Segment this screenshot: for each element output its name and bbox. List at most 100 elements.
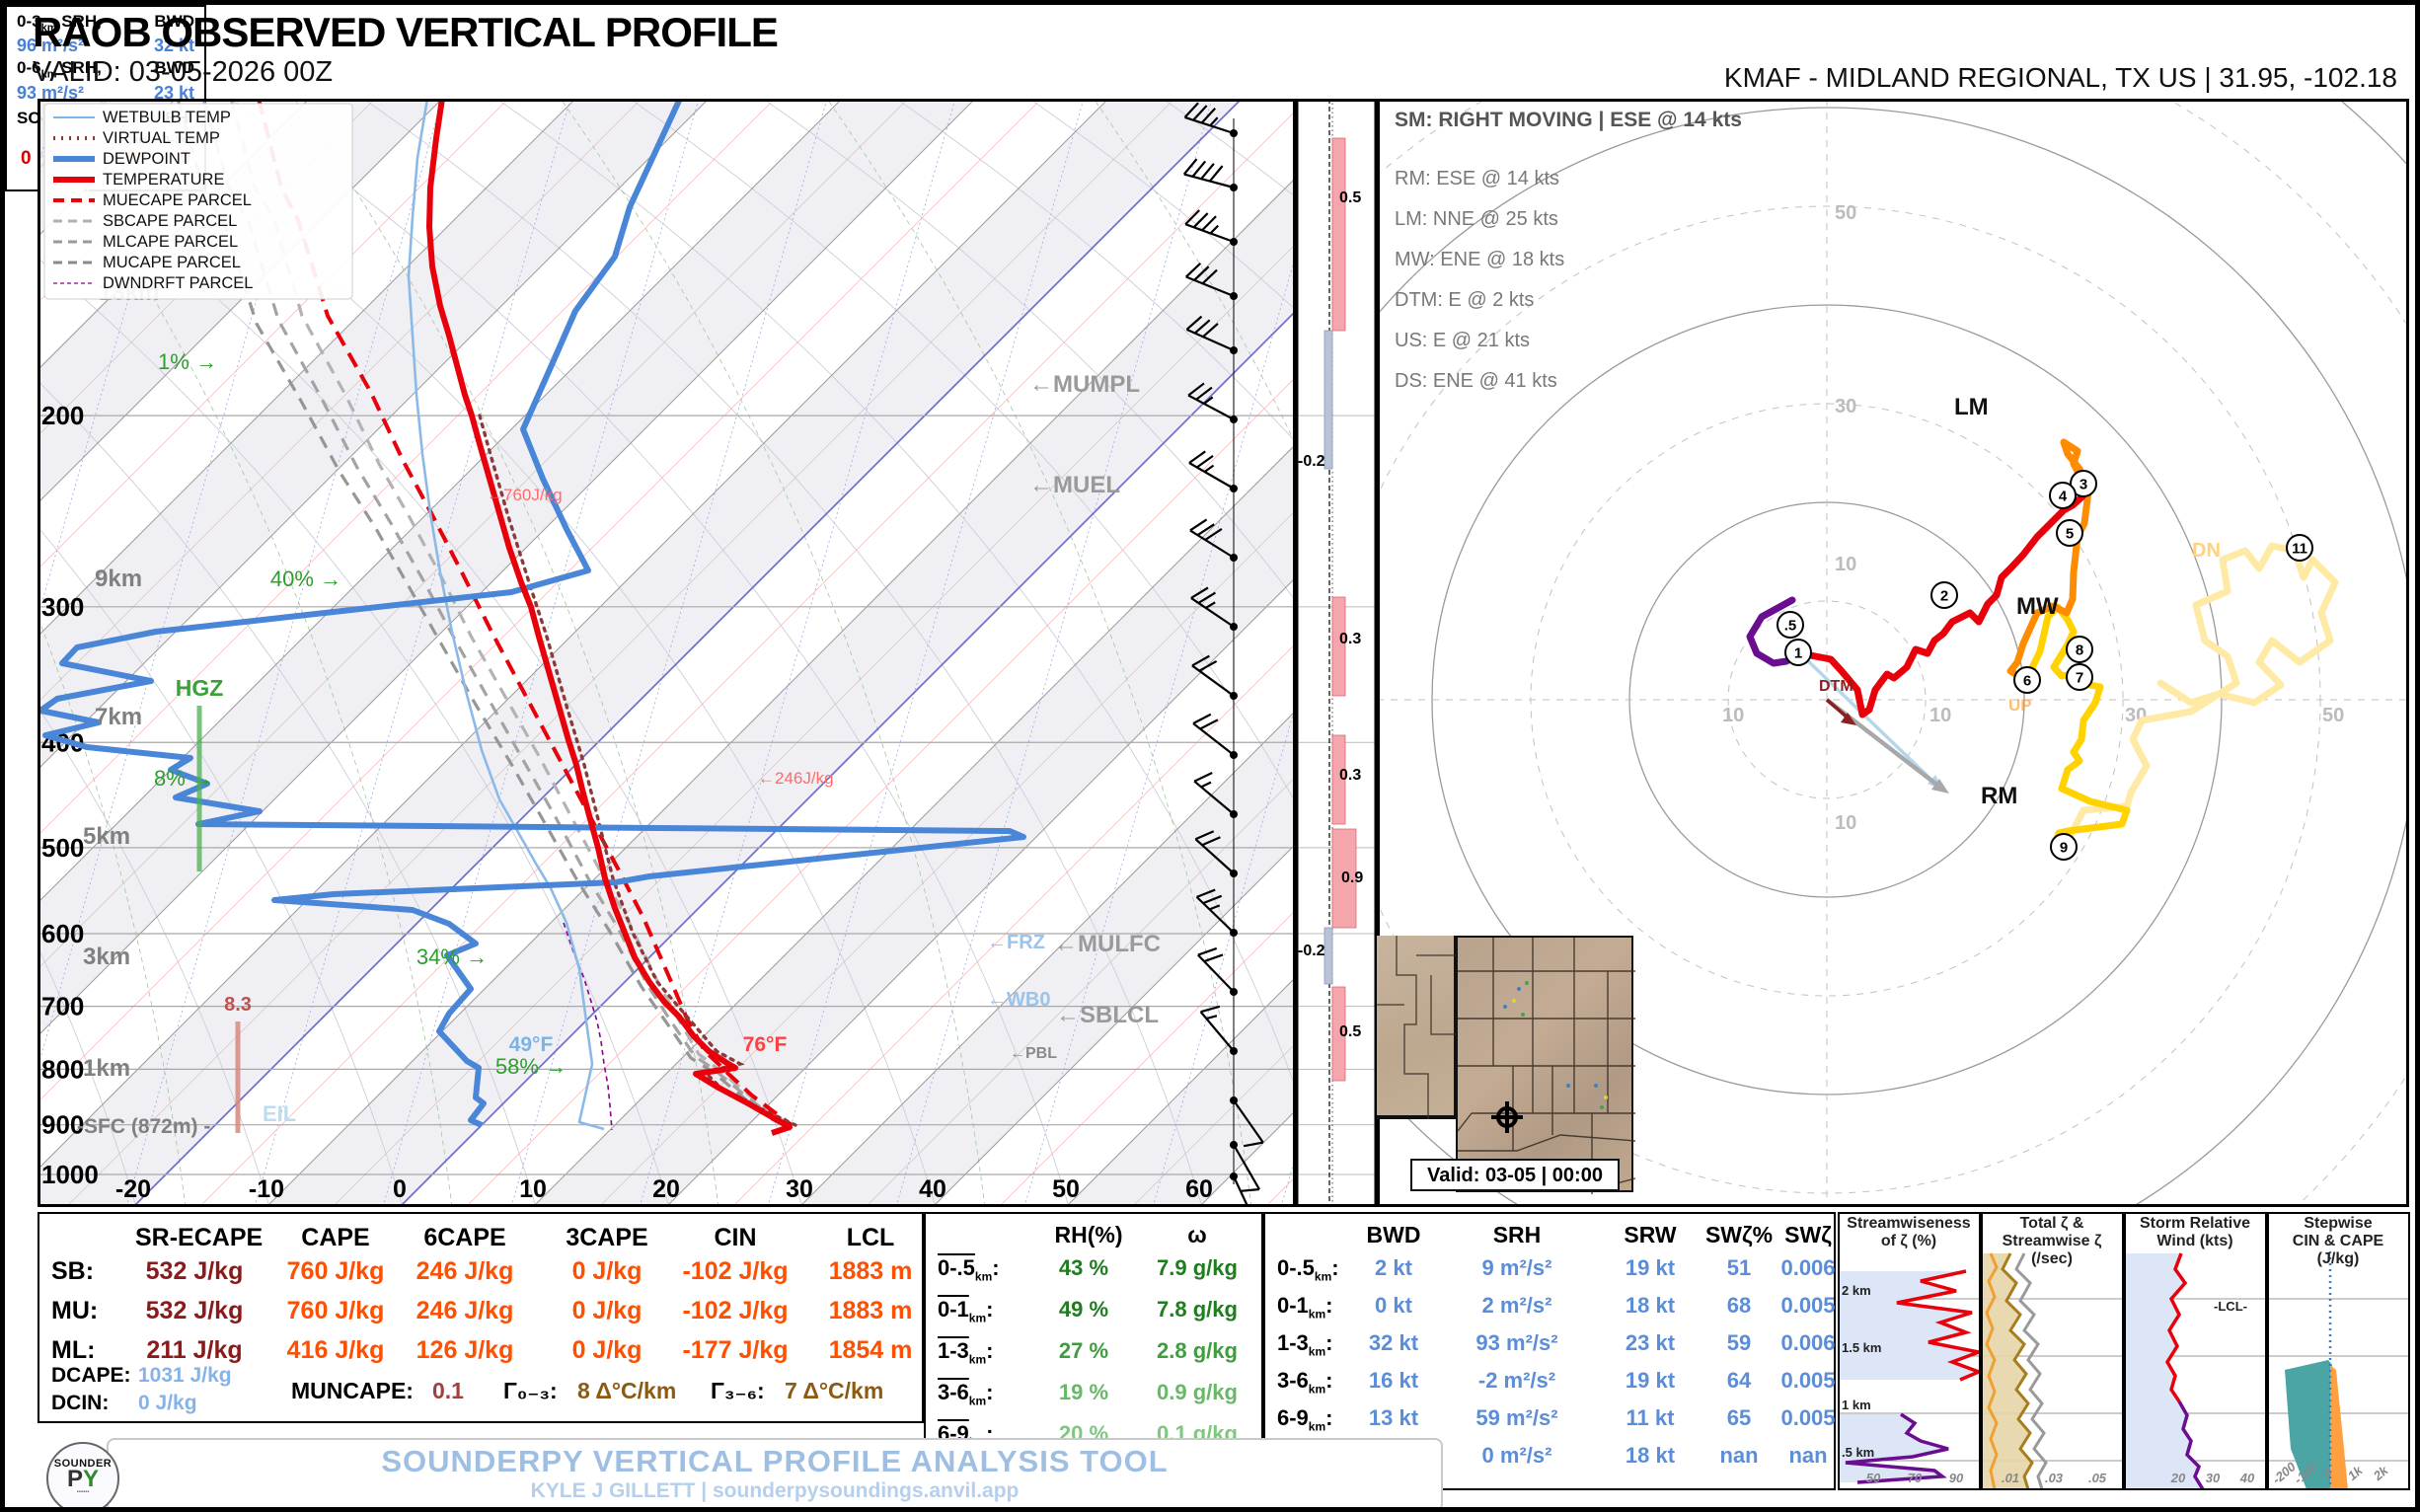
thermo-value: 760 J/kg xyxy=(286,1297,385,1324)
panel-title: CIN & CAPE xyxy=(2293,1233,2384,1249)
panel-lcl-label: -LCL- xyxy=(2214,1299,2247,1314)
height-marker: 8 xyxy=(2066,636,2093,663)
isotherm-minor-line xyxy=(598,509,1296,1207)
mlc ape-parcel-curve xyxy=(201,99,791,1129)
rh-header: RH(%) xyxy=(1054,1222,1123,1247)
panel-x-tick: .03 xyxy=(2045,1471,2064,1485)
kinematics-value: 68 xyxy=(1726,1293,1752,1318)
thermo-value: 246 J/kg xyxy=(416,1297,514,1324)
kinematics-row-label: 0-.5km: xyxy=(1277,1255,1339,1284)
valid-time: VALID: 03-05-2026 00Z xyxy=(33,56,334,88)
level-annotation: ←MUMPL xyxy=(1029,371,1140,398)
height-marker: 6 xyxy=(2013,666,2041,694)
srh-0-3-label: 0-3km SRH, xyxy=(17,12,102,35)
logo-text-py: PY xyxy=(66,1466,100,1492)
lapse-0-3-label: Γ₀₋₃: xyxy=(503,1378,558,1403)
page-title: RAOB OBSERVED VERTICAL PROFILE xyxy=(33,9,779,55)
wind-barb xyxy=(1183,102,1238,137)
highlight-isotherm xyxy=(132,99,1243,1207)
footer-credit: SOUNDERPY VERTICAL PROFILE ANALYSIS TOOL… xyxy=(107,1438,1443,1507)
moisture-w-value: 0.9 g/kg xyxy=(1157,1380,1238,1404)
streamwiseness-fill-upper xyxy=(1838,1271,1979,1380)
moisture-rh-value: 49 % xyxy=(1058,1297,1109,1322)
wind-barb xyxy=(1187,382,1238,423)
legend-item-label: SBCAPE PARCEL xyxy=(103,212,237,230)
panel-x-tick: 90 xyxy=(1949,1471,1964,1485)
trace-6-9km xyxy=(2022,603,2131,851)
kinematics-header: SWζ% xyxy=(1704,1222,1774,1247)
dn-label: DN xyxy=(2192,540,2221,562)
wind-barb xyxy=(1230,1172,1249,1207)
muncape-label: MUNCAPE: xyxy=(291,1378,414,1403)
wind-barb xyxy=(1195,888,1238,937)
bwd-0-3-label: BWD xyxy=(154,12,194,31)
wind-barb xyxy=(1188,450,1238,492)
height-marker: 11 xyxy=(2286,534,2313,562)
thermo-row-label: ML: xyxy=(51,1336,96,1364)
height-marker: 4 xyxy=(2049,482,2077,509)
temperature-curve xyxy=(426,99,793,1136)
panel-title: (/sec) xyxy=(2031,1250,2073,1267)
layer-rh-label: 40% → xyxy=(270,567,341,591)
highlight-isotherm xyxy=(399,309,1296,1207)
storm-motion-arrows xyxy=(1801,654,1949,794)
pressure-tick-label: 1000 xyxy=(41,1160,99,1189)
moisture-w-value: 2.8 g/kg xyxy=(1157,1338,1238,1363)
svg-text:3: 3 xyxy=(2080,477,2087,493)
panel-x-tick: .01 xyxy=(2002,1471,2019,1485)
legend-item-label: MUCAPE PARCEL xyxy=(103,254,241,271)
panel-title: Streamwise ζ xyxy=(2003,1233,2102,1249)
storm-motion-line: RM: ESE @ 14 kts xyxy=(1395,168,1559,189)
bwd-0-6-label: BWD xyxy=(154,58,194,78)
up-label: UP xyxy=(2008,696,2032,715)
hodo-ring-label: 50 xyxy=(2322,705,2344,726)
strip-value-label: 0.9 xyxy=(1341,869,1363,886)
hodo-ring-label: 10 xyxy=(1835,554,1856,575)
isotherm-line xyxy=(665,576,1296,1207)
height-agl-label: 3km xyxy=(83,944,130,970)
isotherm-line xyxy=(932,843,1296,1207)
strip-value-bar xyxy=(1323,330,1333,470)
temperature-tick-label: 0 xyxy=(393,1175,407,1203)
thermo-value: 246 J/kg xyxy=(416,1257,514,1285)
kinematics-value: 11 kt xyxy=(1626,1405,1675,1430)
kinematics-value: 0.006 xyxy=(1780,1255,1836,1280)
kinematics-value: 32 kt xyxy=(1368,1330,1419,1355)
total-vorticity-curve xyxy=(2014,1252,2048,1490)
temperature-tick-label: -20 xyxy=(115,1175,151,1203)
stepwise-cape-fill xyxy=(2330,1365,2348,1489)
wind-barb xyxy=(1199,1005,1238,1055)
isotherm-line xyxy=(38,99,710,771)
dry-adiabat xyxy=(38,257,670,1207)
moist-adiabat xyxy=(560,99,986,1207)
lapse-3-6-value: 7 Δ°C/km xyxy=(785,1378,884,1403)
moisture-row-label: 3-6km: xyxy=(938,1380,994,1408)
muncape-value: 0.1 xyxy=(432,1378,464,1403)
panel-title: (J/kg) xyxy=(2317,1250,2360,1267)
surface-temp-label: 76°F xyxy=(743,1033,788,1056)
storm-motion-line: DTM: E @ 2 kts xyxy=(1395,289,1534,311)
kinematics-value: 2 kt xyxy=(1375,1255,1412,1280)
cape-annotation: ←760J/kg xyxy=(487,486,563,504)
wind-barb xyxy=(1189,518,1238,562)
skewt-border xyxy=(38,99,1296,1207)
wind-barb xyxy=(1185,262,1238,300)
panel-y-label: .5 km xyxy=(1842,1445,1874,1460)
cape-annotation: ←246J/kg xyxy=(758,769,834,788)
storm-motion-line: MW: ENE @ 18 kts xyxy=(1395,249,1564,270)
strip-value-bar xyxy=(1331,828,1357,929)
hodo-ring-solid xyxy=(1377,107,2409,1207)
wind-barb xyxy=(1193,772,1238,818)
isotherm-minor-line xyxy=(865,776,1296,1207)
kinematics-row-label: 3-6km: xyxy=(1277,1368,1333,1397)
dcin-value: 0 J/kg xyxy=(138,1392,197,1414)
thermo-value: -177 J/kg xyxy=(682,1336,789,1364)
temperature-tick-label: 20 xyxy=(652,1175,680,1203)
moisture-rh-value: 43 % xyxy=(1058,1255,1109,1280)
streamwiseness-curve-lower xyxy=(1845,1412,1949,1484)
vorticity-left-curve xyxy=(1985,1252,1999,1490)
